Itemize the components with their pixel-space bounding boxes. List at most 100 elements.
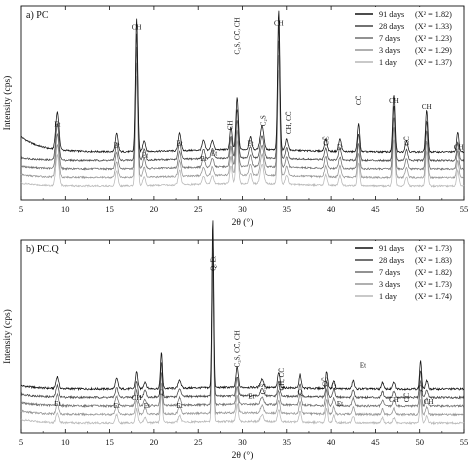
peak-label: Q, Et	[209, 256, 217, 271]
legend-series-name: 28 days	[379, 22, 404, 31]
peak-label: CC̄	[403, 392, 411, 402]
series-line-91-days	[20, 10, 465, 154]
series-line-7-days	[20, 40, 465, 171]
peak-label: C₂S	[259, 383, 267, 394]
legend-fit-stat: (X² = 1.74)	[415, 292, 452, 301]
legend-fit-stat: (X² = 1.73)	[415, 244, 452, 253]
x-tick-label: 55	[460, 437, 469, 447]
series-line-1-day	[20, 70, 465, 188]
peak-label: C₂S	[259, 115, 267, 126]
legend-series-name: 28 days	[379, 256, 404, 265]
peak-label: Et	[144, 402, 150, 410]
series-line-3-days	[20, 268, 465, 417]
peak-label: Et	[54, 400, 60, 408]
peak-label: CH	[274, 19, 284, 27]
peak-label: C₃S, CC̄, CH	[234, 330, 242, 367]
peak-label: Q	[159, 388, 164, 396]
legend-fit-stat: (X² = 1.83)	[415, 256, 452, 265]
legend-series-name: 3 days	[379, 280, 400, 289]
peak-label: Et	[114, 142, 120, 150]
peak-label: CC̄	[403, 136, 411, 146]
legend-series-name: 1 day	[379, 58, 398, 67]
peak-label: Et	[176, 402, 182, 410]
x-tick-label: 40	[327, 204, 336, 214]
peak-label: Et	[142, 151, 148, 159]
panel-label: b) PC.Q	[26, 244, 60, 255]
peak-label: CC̄	[321, 377, 329, 387]
x-tick-label: 30	[238, 437, 247, 447]
x-tick-label: 20	[150, 437, 159, 447]
x-tick-label: 15	[105, 204, 114, 214]
panel-label: a) PC	[26, 10, 49, 21]
peak-label: CH, CC̄	[278, 368, 286, 391]
legend-series-name: 91 days	[379, 10, 404, 19]
peak-label: CC̄	[322, 136, 330, 146]
peak-label: CH	[132, 23, 142, 31]
peak-label: CH	[424, 398, 434, 406]
x-axis-label: 2θ (°)	[232, 450, 254, 461]
legend-series-name: 3 days	[379, 46, 400, 55]
peak-label: Q	[418, 385, 423, 393]
x-tick-label: 50	[415, 204, 424, 214]
x-tick-label: 20	[150, 204, 159, 214]
series-line-7-days	[20, 252, 465, 409]
x-tick-label: 5	[19, 437, 23, 447]
x-tick-label: 45	[371, 437, 380, 447]
x-tick-label: 40	[327, 437, 336, 447]
chart-panel-pcq: 5 10 15 20 25 30 35 40 45 50 55 2θ (°) Intensity (cp…	[2, 220, 468, 461]
peak-label: C₃S, CC̄, CH	[234, 17, 242, 54]
peak-label: CH	[227, 120, 235, 130]
x-tick-label: 50	[415, 437, 424, 447]
series-line-91-days	[20, 220, 465, 392]
peak-label: Et	[248, 392, 254, 400]
y-axis-label: Intensity (cps)	[2, 76, 13, 131]
peak-label: Q	[298, 388, 303, 396]
peak-label: Et	[247, 140, 253, 148]
peak-label: Et	[337, 144, 343, 152]
legend-series-name: 7 days	[379, 34, 400, 43]
series-line-1-day	[20, 283, 465, 426]
x-tick-label: 30	[238, 204, 247, 214]
peak-label: Et	[360, 361, 366, 369]
series-line-28-days	[20, 25, 465, 163]
x-axis-label: 2θ (°)	[232, 217, 254, 228]
x-tick-label: 55	[460, 204, 469, 214]
legend-fit-stat: (X² = 1.82)	[415, 10, 452, 19]
peak-label: Et	[54, 120, 60, 128]
peak-label: Et	[211, 149, 217, 157]
peak-label: Et	[337, 400, 343, 408]
legend-fit-stat: (X² = 1.33)	[415, 22, 452, 31]
peak-label: CH	[422, 103, 432, 111]
x-tick-label: 35	[283, 437, 292, 447]
peak-label: CH	[454, 144, 464, 152]
x-tick-label: 10	[61, 204, 70, 214]
legend-fit-stat: (X² = 1.29)	[415, 46, 452, 55]
legend-series-name: 7 days	[379, 268, 400, 277]
x-tick-label: 45	[371, 204, 380, 214]
peak-label: Et	[114, 402, 120, 410]
peak-label: Q	[331, 383, 336, 391]
x-tick-label: 25	[194, 437, 203, 447]
x-tick-label: 35	[283, 204, 292, 214]
x-tick-label: 25	[194, 204, 203, 214]
x-tick-label: 5	[19, 204, 23, 214]
peak-label: CC̄	[355, 95, 363, 105]
x-tick-label: 10	[61, 437, 70, 447]
series-line-3-days	[20, 55, 465, 180]
peak-label: Et	[176, 140, 182, 148]
peak-label: CH	[389, 97, 399, 105]
peak-label: CH	[389, 396, 399, 404]
series-line-28-days	[20, 234, 465, 400]
y-axis-label: Intensity (cps)	[2, 309, 13, 364]
peak-label: Et	[200, 155, 206, 163]
legend-fit-stat: (X² = 1.23)	[415, 34, 452, 43]
peak-label: CH, CC̄	[285, 111, 293, 134]
legend-series-name: 1 day	[379, 292, 398, 301]
legend-fit-stat: (X² = 1.73)	[415, 280, 452, 289]
legend-series-name: 91 days	[379, 244, 404, 253]
peak-label: CH	[132, 394, 142, 402]
chart-panel-pc: 5 10 15 20 25 30 35 40 45 50 55 2θ (°) Intensity (cp…	[2, 5, 469, 228]
legend-fit-stat: (X² = 1.37)	[415, 58, 452, 67]
legend-fit-stat: (X² = 1.82)	[415, 268, 452, 277]
